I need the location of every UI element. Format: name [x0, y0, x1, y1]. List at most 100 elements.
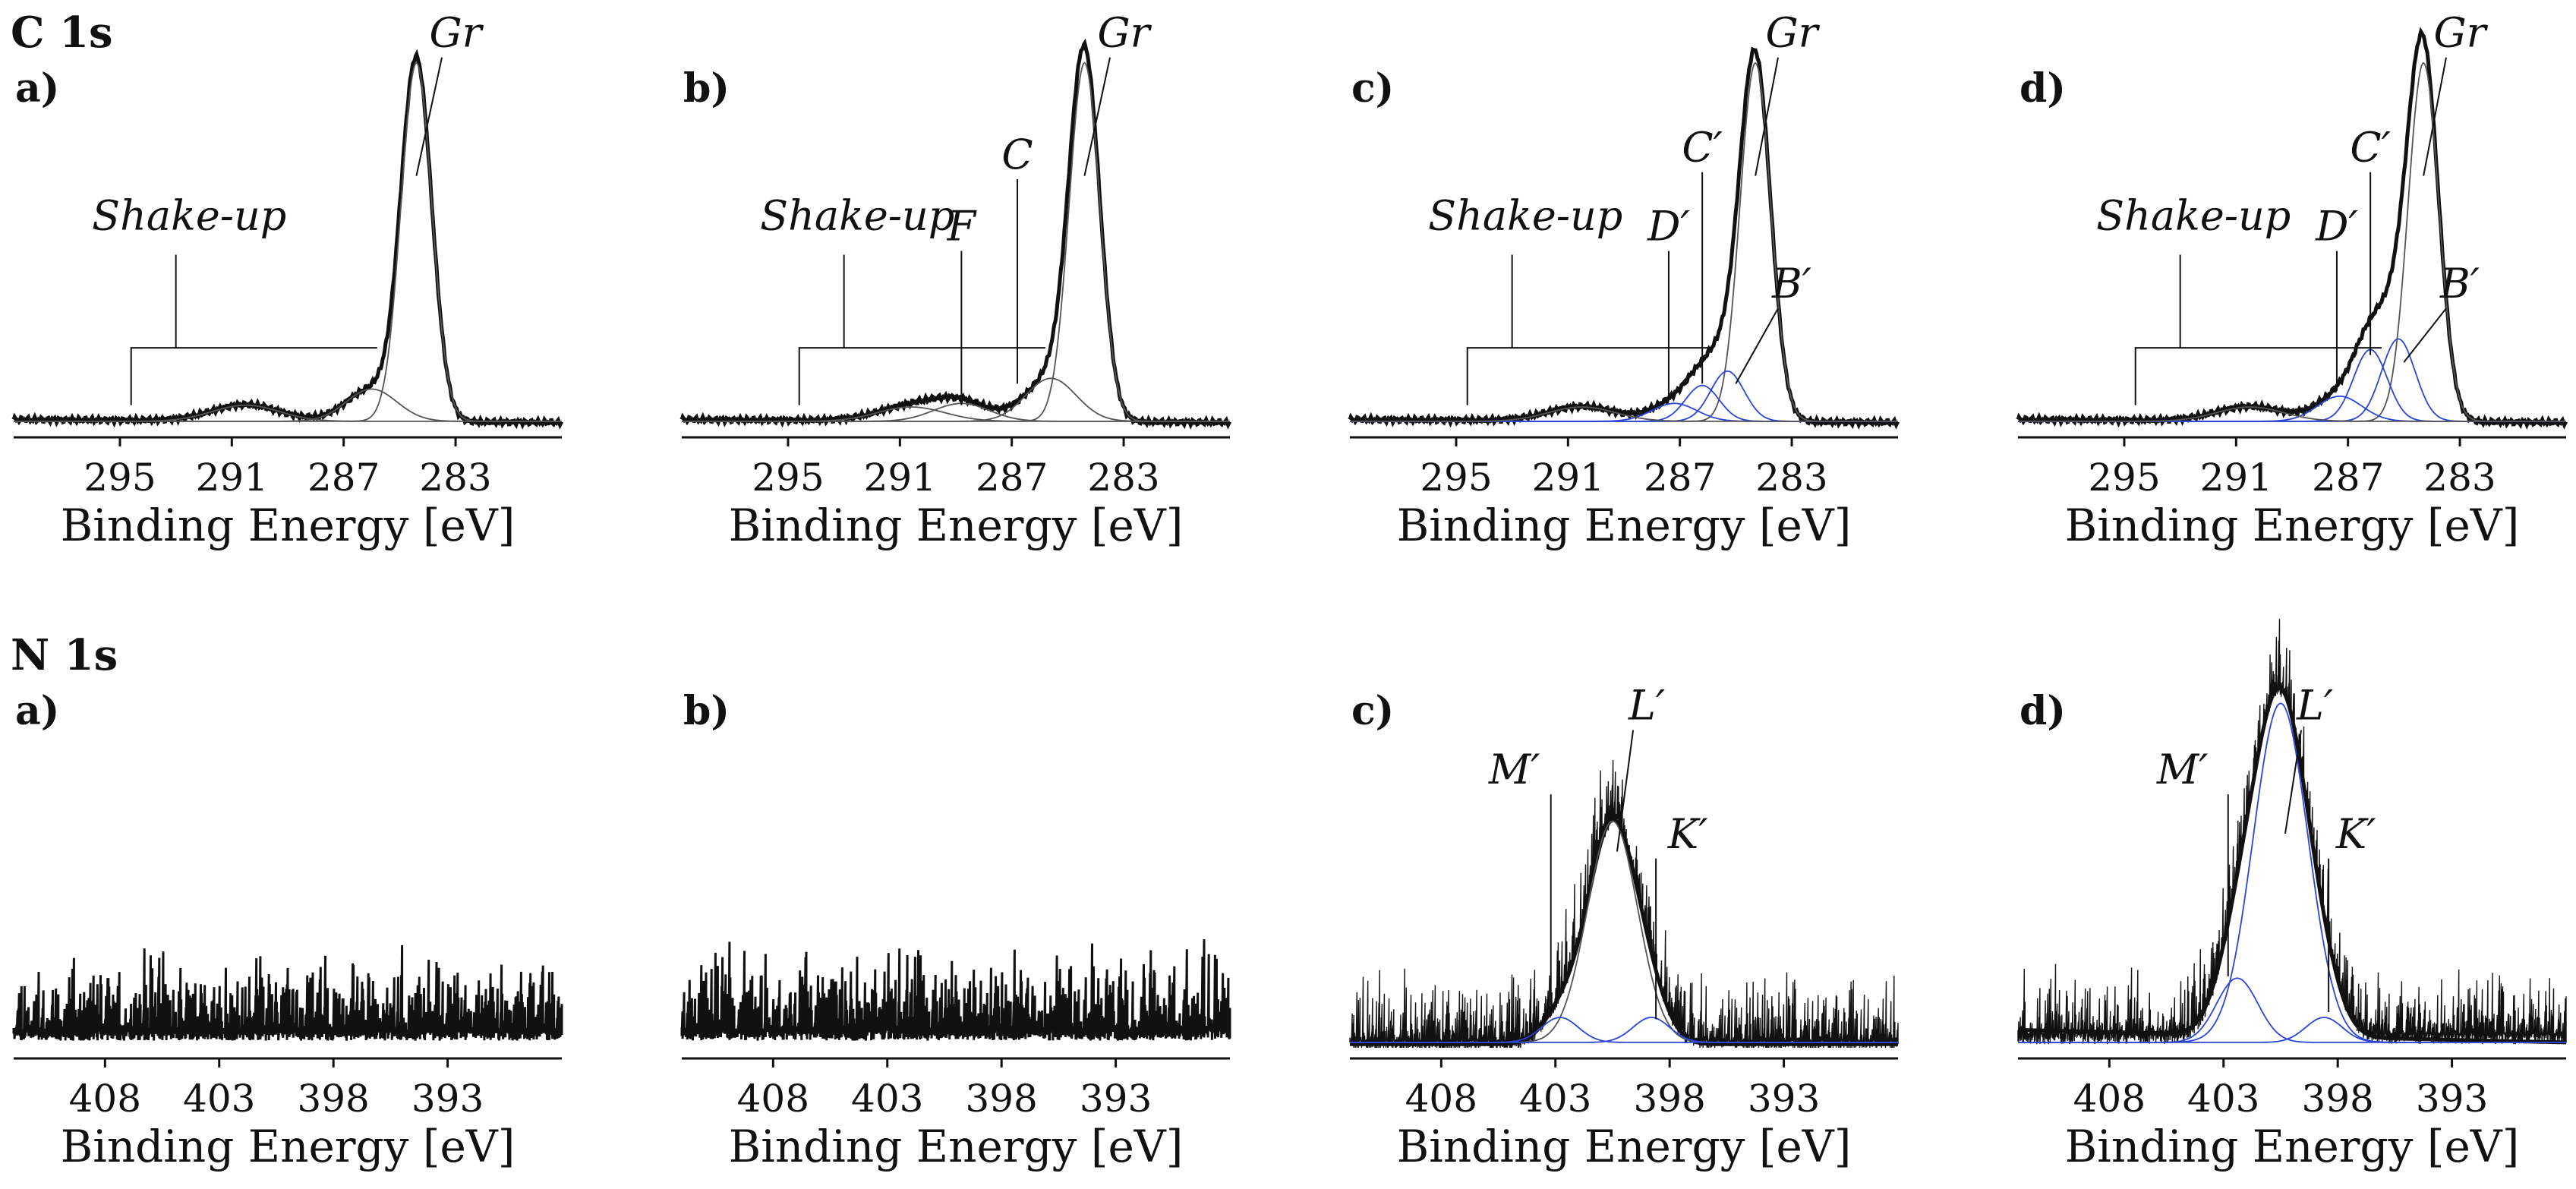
n1s-d-series-l- — [2018, 702, 2566, 1043]
c1s-b-series-shake-up — [682, 406, 1230, 422]
c1s-a-series-envelope — [11, 49, 564, 430]
c1s-a-tick-label: 287 — [307, 456, 380, 500]
c1s-c-tick-label: 283 — [1755, 456, 1827, 500]
c1s-c-label-c-: C′ — [1682, 124, 1723, 172]
c1s-d-tick-label: 283 — [2423, 456, 2496, 500]
c1s-c-series-gr — [1350, 62, 1898, 422]
n1s-c-label-m-: M′ — [1488, 746, 1540, 793]
n1s-c-x-axis-label: Binding Energy [eV] — [1397, 1121, 1852, 1172]
n1s-c-tick-label: 408 — [1405, 1077, 1477, 1121]
c1s-c-tick-label: 291 — [1532, 456, 1604, 500]
c1s-a-shakeup-bracket — [130, 254, 377, 405]
c1s-a-panel-label: a) — [15, 65, 59, 112]
c1s-c-leader-gr — [1755, 57, 1780, 176]
n1s-c-tick-label: 403 — [1519, 1077, 1591, 1121]
c1s-d-panel-label: d) — [2019, 65, 2066, 112]
c1s-a-tick-label: 295 — [84, 456, 156, 500]
n1s-b-raw-spectrum — [680, 939, 1231, 1041]
n1s-b-tick-label: 398 — [965, 1077, 1037, 1121]
c1s-d-shakeup-bracket — [2134, 254, 2382, 405]
c1s-b-label-gr: Gr — [1098, 9, 1152, 57]
n1s-b-x-axis-label: Binding Energy [eV] — [729, 1121, 1184, 1172]
n1s-c-label-k-: K′ — [1667, 810, 1708, 858]
c1s-d-tick-label: 295 — [2088, 456, 2160, 500]
c1s-b-tick-label: 291 — [864, 456, 936, 500]
n1s-b-panel-label: b) — [683, 688, 730, 734]
c1s-a-series-shake-up — [14, 404, 562, 422]
n1s-d-label-l-: L′ — [2296, 682, 2333, 730]
c1s-b-x-axis-label: Binding Energy [eV] — [729, 500, 1184, 551]
c1s-b-shakeup-bracket — [798, 254, 1045, 405]
c1s-c-panel-label: c) — [1351, 65, 1394, 112]
n1s-a-tick-label: 408 — [69, 1077, 141, 1121]
n1s-c-panel-label: c) — [1351, 688, 1394, 734]
n1s-d-raw-spectrum — [2017, 619, 2567, 1045]
c1s-d-label-d-: D′ — [2315, 203, 2358, 251]
c1s-a-tick-label: 283 — [419, 456, 491, 500]
n1s-d-label-m-: M′ — [2156, 746, 2209, 793]
c1s-c-x-axis-label: Binding Energy [eV] — [1397, 500, 1852, 551]
n1s-d-label-k-: K′ — [2335, 810, 2376, 858]
n1s-d-tick-label: 408 — [2073, 1077, 2146, 1121]
c1s-b-leader-gr — [1083, 57, 1111, 176]
n1s-a-x-axis-label: Binding Energy [eV] — [61, 1121, 516, 1172]
n1s-c-series-k- — [1350, 1017, 1898, 1043]
n1s-b-tick-label: 408 — [737, 1077, 809, 1121]
c1s-a-x-axis-label: Binding Energy [eV] — [61, 500, 516, 551]
c1s-c-label-d-: D′ — [1647, 203, 1690, 251]
c1s-d-label-c-: C′ — [2350, 124, 2391, 172]
c1s-row-title: C 1s — [11, 8, 113, 58]
c1s-d-tick-label: 291 — [2200, 456, 2272, 500]
n1s-c-leader-l- — [1616, 730, 1635, 852]
n1s-b-tick-label: 393 — [1080, 1077, 1152, 1121]
c1s-c-tick-label: 287 — [1644, 456, 1716, 500]
c1s-c-label-b-: B′ — [1771, 260, 1811, 308]
c1s-b-label-c: C — [1001, 131, 1033, 178]
c1s-d-label-shake-up: Shake-up — [2096, 191, 2291, 239]
c1s-a-series-gr — [14, 62, 562, 422]
n1s-row-title: N 1s — [11, 630, 118, 680]
c1s-c-series-shake-up — [1350, 406, 1898, 422]
n1s-d-x-axis-label: Binding Energy [eV] — [2065, 1121, 2520, 1172]
c1s-a-label-shake-up: Shake-up — [92, 191, 286, 239]
n1s-c-tick-label: 398 — [1633, 1077, 1705, 1121]
c1s-d-series-gr — [2018, 62, 2566, 422]
c1s-c-label-gr: Gr — [1766, 9, 1821, 57]
c1s-a-leader-gr — [415, 57, 443, 176]
n1s-c-tick-label: 393 — [1748, 1077, 1820, 1121]
c1s-d-x-axis-label: Binding Energy [eV] — [2065, 500, 2520, 551]
n1s-a-panel-label: a) — [15, 688, 59, 734]
n1s-d-series-k- — [2018, 1017, 2566, 1043]
c1s-d-tick-label: 287 — [2312, 456, 2384, 500]
n1s-c-series-envelope — [1350, 818, 1898, 1046]
c1s-c-tick-label: 295 — [1420, 456, 1492, 500]
c1s-b-label-f: F — [947, 203, 978, 251]
c1s-b-panel-label: b) — [683, 65, 730, 112]
c1s-c-shakeup-bracket — [1466, 254, 1714, 405]
n1s-a-tick-label: 393 — [411, 1077, 484, 1121]
n1s-d-panel-label: d) — [2019, 688, 2066, 734]
n1s-d-tick-label: 403 — [2187, 1077, 2259, 1121]
c1s-d-series-shake-up — [2018, 406, 2566, 422]
n1s-a-tick-label: 398 — [297, 1077, 369, 1121]
c1s-d-leader-gr — [2423, 57, 2448, 176]
c1s-c-label-shake-up: Shake-up — [1428, 191, 1622, 239]
c1s-b-label-shake-up: Shake-up — [760, 191, 954, 239]
n1s-b-tick-label: 403 — [851, 1077, 923, 1121]
n1s-a-tick-label: 403 — [183, 1077, 255, 1121]
n1s-d-leader-l- — [2284, 730, 2303, 834]
c1s-d-label-b-: B′ — [2439, 260, 2480, 308]
n1s-d-tick-label: 398 — [2301, 1077, 2373, 1121]
c1s-b-tick-label: 295 — [752, 456, 824, 500]
c1s-b-tick-label: 283 — [1087, 456, 1159, 500]
n1s-a-raw-spectrum — [12, 945, 563, 1041]
c1s-d-leader-b- — [2403, 308, 2447, 363]
